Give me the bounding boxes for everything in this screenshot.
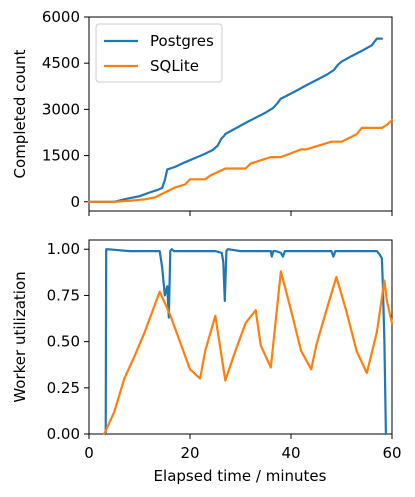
top-y-ticks: 0 1500 3000 4500 6000	[42, 8, 89, 211]
y-tick-label: 0	[70, 193, 80, 211]
bottom-y-axis-label: Worker utilization	[11, 271, 29, 402]
bottom-x-ticks: 0 20 40 60	[84, 434, 402, 462]
top-series	[87, 37, 394, 203]
y-tick-label: 0.00	[47, 425, 80, 443]
y-tick-label: 0.75	[47, 286, 80, 304]
y-tick-label: 4500	[42, 54, 80, 72]
y-tick-label: 1.00	[47, 240, 80, 258]
y-tick-label: 0.50	[47, 333, 80, 351]
bottom-plot-frame	[88, 239, 393, 435]
completed-count-panel: 0 1500 3000 4500 6000 Completed count Postgr…	[11, 8, 394, 216]
legend: Postgres SQLite	[95, 23, 223, 83]
y-tick-label: 6000	[42, 8, 80, 26]
series-line-postgres	[104, 248, 387, 436]
x-tick-label: 40	[281, 444, 300, 462]
top-y-axis-label: Completed count	[11, 49, 29, 178]
y-tick-label: 1500	[42, 147, 80, 165]
series-line-postgres	[87, 37, 383, 203]
top-plot-frame	[88, 16, 393, 212]
bottom-y-ticks: 0.00 0.25 0.50 0.75 1.00	[47, 240, 89, 443]
legend-sqlite-label: SQLite	[150, 57, 199, 75]
top-x-ticks	[88, 211, 393, 216]
x-tick-label: 60	[382, 444, 401, 462]
legend-postgres-label: Postgres	[150, 32, 214, 50]
worker-utilization-panel: 0.00 0.25 0.50 0.75 1.00 0 20 40 60 Worker util…	[11, 239, 402, 485]
y-tick-label: 0.25	[47, 379, 80, 397]
x-tick-label: 0	[84, 444, 94, 462]
series-line-sqlite	[87, 119, 394, 203]
x-tick-label: 20	[180, 444, 199, 462]
series-line-sqlite	[103, 270, 394, 436]
legend-box	[95, 23, 223, 83]
x-axis-label: Elapsed time / minutes	[154, 467, 327, 485]
y-tick-label: 3000	[42, 100, 80, 118]
bottom-series	[103, 248, 394, 436]
